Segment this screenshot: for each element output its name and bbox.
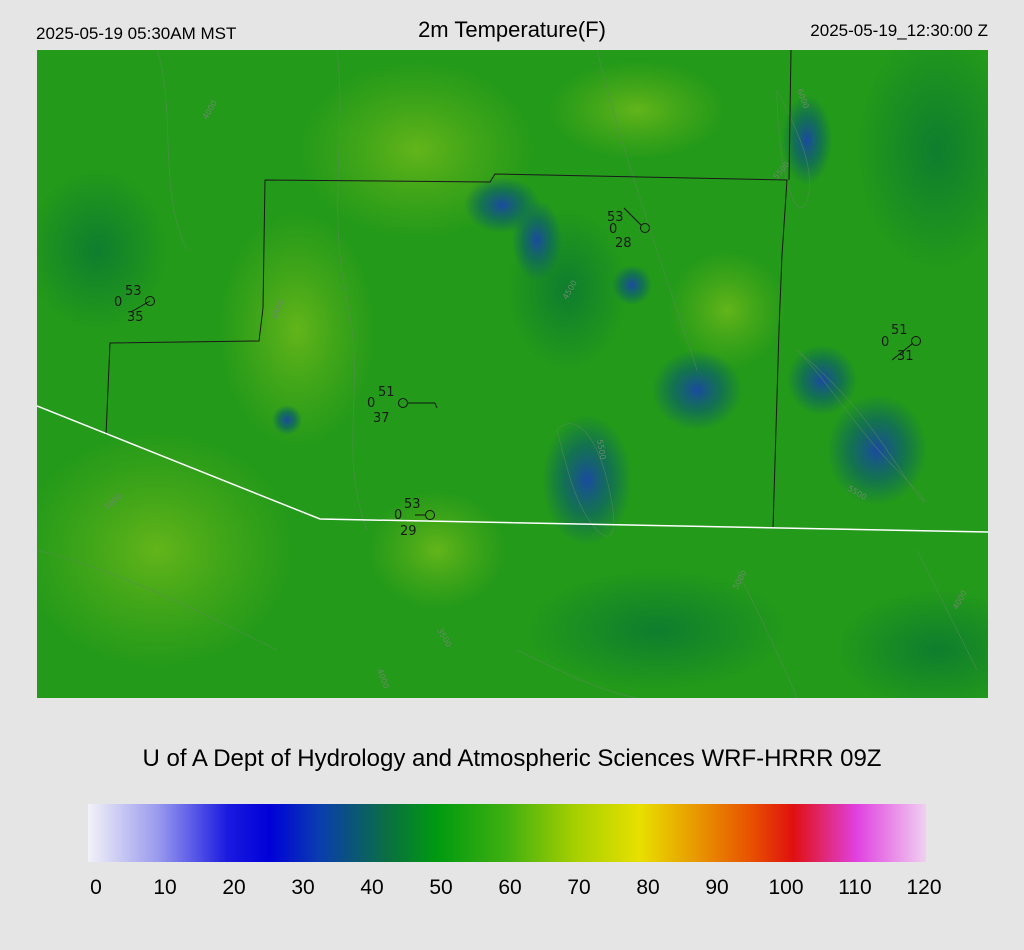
- colorbar-tick-label: 80: [636, 876, 660, 899]
- station-plot: 51 0 31: [881, 323, 921, 364]
- colorbar-tick-label: 70: [567, 876, 591, 899]
- station-plot: 53 0 35: [114, 284, 155, 325]
- station-dew: 31: [897, 349, 914, 364]
- station-cover: 0: [114, 295, 122, 310]
- contour-label: 5500: [595, 439, 607, 461]
- colorbar-tick-label: 60: [498, 876, 522, 899]
- model-credit: U of A Dept of Hydrology and Atmospheric…: [142, 745, 882, 772]
- colorbar-tick-label: 40: [360, 876, 384, 899]
- station-plot: 53 0 29: [394, 497, 435, 539]
- station-plots: 53 0 35 51 0 37 53 0 29 53 0 28: [114, 207, 921, 539]
- station-temp: 51: [891, 323, 908, 338]
- terrain-contours: [37, 50, 978, 698]
- state-boundary: [37, 405, 988, 533]
- station-temp: 53: [125, 284, 142, 299]
- warm-regions: [37, 60, 787, 670]
- colorbar-tick-label: 120: [906, 876, 942, 899]
- station-cover: 0: [609, 222, 617, 237]
- temperature-map: 5500 4500 4000 6000 5500 5500 4500 4000 …: [37, 50, 988, 698]
- station-temp: 53: [404, 497, 421, 512]
- cold-regions: [272, 95, 927, 545]
- colorbar-tick-label: 90: [705, 876, 729, 899]
- colorbar-tick-label: 20: [222, 876, 246, 899]
- station-temp: 51: [378, 385, 395, 400]
- colorbar-tick-label: 50: [429, 876, 453, 899]
- colorbar-ticks: 0 10 20 30 40 50 60 70 80 90 100 110 120: [0, 876, 1024, 906]
- station-cover: 0: [394, 508, 402, 523]
- station-plot: 51 0 37: [367, 385, 438, 426]
- station-plot: 53 0 28: [607, 207, 650, 251]
- station-dew: 29: [400, 524, 417, 539]
- station-dew: 37: [373, 411, 390, 426]
- colorbar-tick-label: 0: [90, 876, 102, 899]
- station-dew: 35: [127, 310, 144, 325]
- colorbar-tick-label: 10: [153, 876, 177, 899]
- county-boundaries: [105, 50, 792, 529]
- utc-time: 2025-05-19_12:30:00 Z: [810, 21, 988, 40]
- colorbar-tick-label: 100: [768, 876, 804, 899]
- temperature-colorbar: [88, 804, 926, 862]
- local-time: 2025-05-19 05:30AM MST: [36, 24, 237, 43]
- colorbar-tick-label: 110: [838, 876, 872, 899]
- colorbar-tick-label: 30: [291, 876, 315, 899]
- map-title: 2m Temperature(F): [418, 17, 606, 42]
- station-cover: 0: [881, 335, 889, 350]
- station-temp: 53: [607, 210, 624, 225]
- station-cover: 0: [367, 396, 375, 411]
- station-dew: 28: [615, 236, 632, 251]
